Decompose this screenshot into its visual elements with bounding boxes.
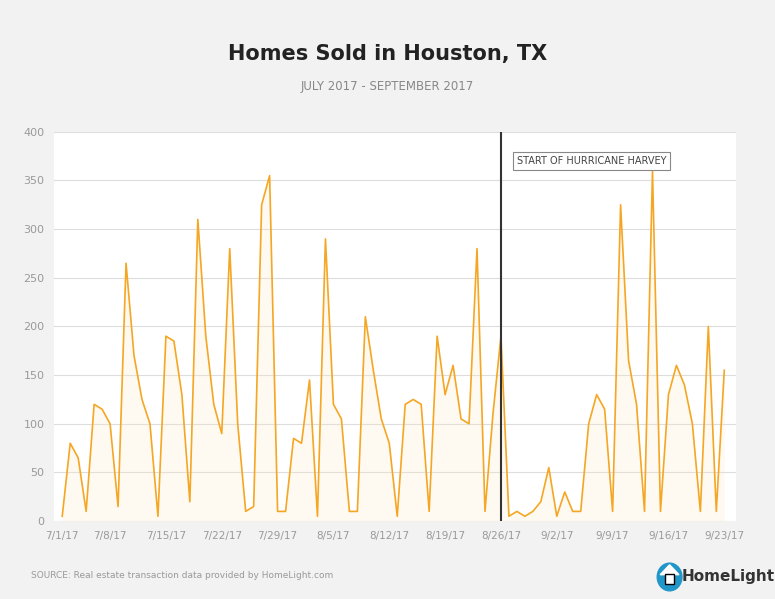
Text: HomeLight: HomeLight	[682, 568, 775, 584]
Text: SOURCE: Real estate transaction data provided by HomeLight.com: SOURCE: Real estate transaction data pro…	[31, 570, 333, 580]
Text: Homes Sold in Houston, TX: Homes Sold in Houston, TX	[228, 44, 547, 64]
Circle shape	[657, 563, 682, 591]
FancyBboxPatch shape	[665, 574, 674, 583]
Polygon shape	[660, 565, 679, 574]
Text: JULY 2017 - SEPTEMBER 2017: JULY 2017 - SEPTEMBER 2017	[301, 80, 474, 93]
Text: START OF HURRICANE HARVEY: START OF HURRICANE HARVEY	[517, 156, 666, 166]
